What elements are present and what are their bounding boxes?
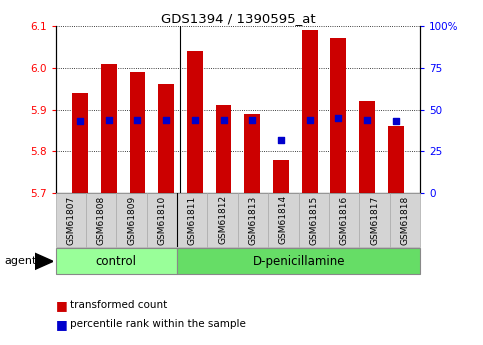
Bar [390,193,420,247]
Text: GSM61815: GSM61815 [309,195,318,245]
Text: control: control [96,255,137,268]
Bar [208,193,238,247]
Bar [359,193,390,247]
Bar [359,101,375,193]
Text: GSM61808: GSM61808 [97,195,106,245]
Bar [268,193,298,247]
Point [134,117,142,122]
Bar [329,193,359,247]
Text: ■: ■ [56,299,67,312]
Text: GSM61810: GSM61810 [157,195,167,245]
Text: agent: agent [5,256,37,266]
Bar [273,160,289,193]
Text: GSM61813: GSM61813 [249,195,257,245]
Point [105,117,113,122]
Text: D-penicillamine: D-penicillamine [253,255,345,268]
Point [334,115,342,121]
Bar [177,193,208,247]
Text: GSM61807: GSM61807 [66,195,75,245]
Text: ■: ■ [56,318,67,331]
Bar [147,193,177,247]
Bar [72,93,88,193]
Bar [129,72,145,193]
Point [220,117,227,122]
Text: GSM61809: GSM61809 [127,195,136,245]
Point [162,117,170,122]
Point [392,118,399,124]
Bar [56,248,177,274]
Text: GSM61816: GSM61816 [340,195,349,245]
Point [76,118,84,124]
Bar [116,193,147,247]
Point [363,117,371,122]
Bar [101,63,116,193]
Bar [187,51,203,193]
Text: GSM61818: GSM61818 [400,195,410,245]
Title: GDS1394 / 1390595_at: GDS1394 / 1390595_at [160,12,315,25]
Bar [388,126,404,193]
Bar [302,30,317,193]
Bar [86,193,116,247]
Text: GSM61817: GSM61817 [370,195,379,245]
Point [248,117,256,122]
Bar [330,38,346,193]
Text: GSM61812: GSM61812 [218,195,227,245]
Polygon shape [35,253,53,269]
Bar [158,85,174,193]
Point [191,117,199,122]
Text: GSM61814: GSM61814 [279,195,288,245]
Bar [244,114,260,193]
Bar [238,193,268,247]
Point [306,117,313,122]
Text: transformed count: transformed count [70,300,167,310]
Text: GSM61811: GSM61811 [188,195,197,245]
Bar [215,105,231,193]
Point [277,137,285,142]
Bar [298,193,329,247]
Text: percentile rank within the sample: percentile rank within the sample [70,319,246,329]
Bar [177,248,420,274]
Bar [56,193,86,247]
